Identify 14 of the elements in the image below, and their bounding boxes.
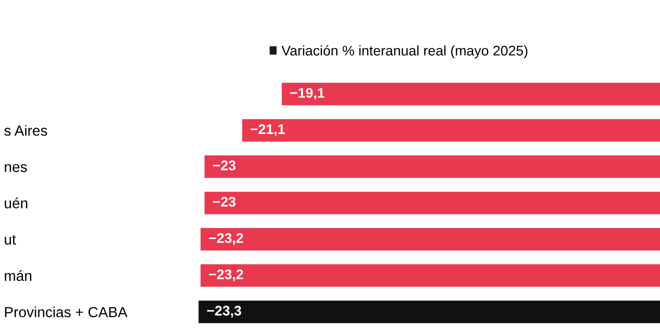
data-label: −21,1 bbox=[250, 124, 285, 136]
y-tick-label: s Aires bbox=[4, 125, 48, 136]
data-label: −23 bbox=[213, 196, 236, 207]
data-label: −23,3 bbox=[207, 306, 242, 318]
y-tick-label: uén bbox=[4, 197, 28, 208]
data-label: −23,2 bbox=[209, 269, 244, 282]
y-tick-label: mán bbox=[4, 270, 32, 281]
y-tick-label: ut bbox=[4, 235, 16, 245]
data-label: −23,2 bbox=[209, 233, 244, 245]
data-label: −19,1 bbox=[290, 88, 324, 100]
data-label: −23 bbox=[213, 160, 236, 170]
y-tick-label: Provincias + CABA bbox=[5, 306, 128, 318]
y-tick-label: nes bbox=[4, 164, 27, 172]
legend-label: Variación % interanual real (mayo 2025) bbox=[282, 45, 528, 58]
